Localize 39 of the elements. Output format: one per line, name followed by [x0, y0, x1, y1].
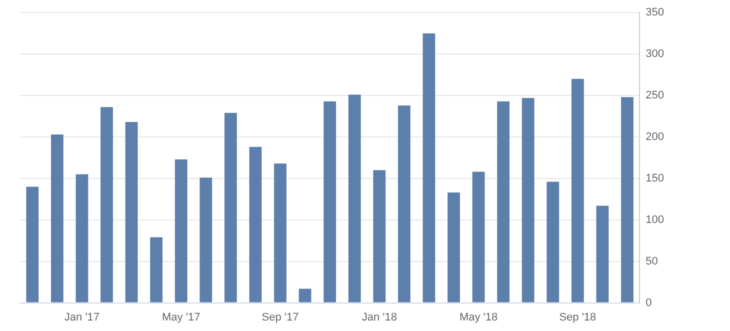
bar — [224, 112, 237, 302]
bar — [26, 186, 39, 302]
x-tick-label: Jan '18 — [362, 311, 397, 324]
y-tick-label: 150 — [646, 172, 664, 184]
y-tick-label: 250 — [646, 90, 664, 102]
x-tick-label: Sep '17 — [262, 311, 299, 324]
y-tick-label: 200 — [646, 131, 664, 144]
x-tick-label: Sep '18 — [559, 311, 596, 324]
bar — [448, 192, 460, 302]
bar — [472, 172, 485, 302]
bar — [522, 98, 534, 302]
bar — [100, 107, 113, 302]
bar — [324, 101, 336, 302]
y-tick-label: 0 — [646, 296, 652, 309]
x-tick-label: May '18 — [459, 311, 498, 324]
bar — [174, 159, 188, 302]
bar — [398, 105, 410, 302]
bar — [571, 78, 584, 302]
bar — [546, 182, 560, 302]
y-tick-label: 50 — [646, 255, 658, 268]
bar — [200, 178, 212, 302]
bar — [373, 170, 386, 302]
x-tick-label: May '17 — [162, 311, 200, 324]
bar — [150, 237, 163, 302]
y-tick-label: 100 — [646, 214, 664, 226]
bar — [125, 122, 138, 302]
bar — [50, 134, 64, 302]
bar — [274, 164, 286, 302]
y-tick-label: 300 — [646, 48, 664, 60]
bar — [298, 288, 312, 302]
bar — [621, 97, 634, 302]
bar — [497, 101, 510, 302]
x-tick-label: Jan '17 — [64, 311, 100, 324]
bar — [596, 206, 609, 302]
bar — [348, 94, 361, 302]
bar — [76, 174, 88, 302]
bar — [249, 146, 262, 302]
bar — [422, 33, 436, 302]
y-tick-label: 350 — [646, 6, 664, 19]
